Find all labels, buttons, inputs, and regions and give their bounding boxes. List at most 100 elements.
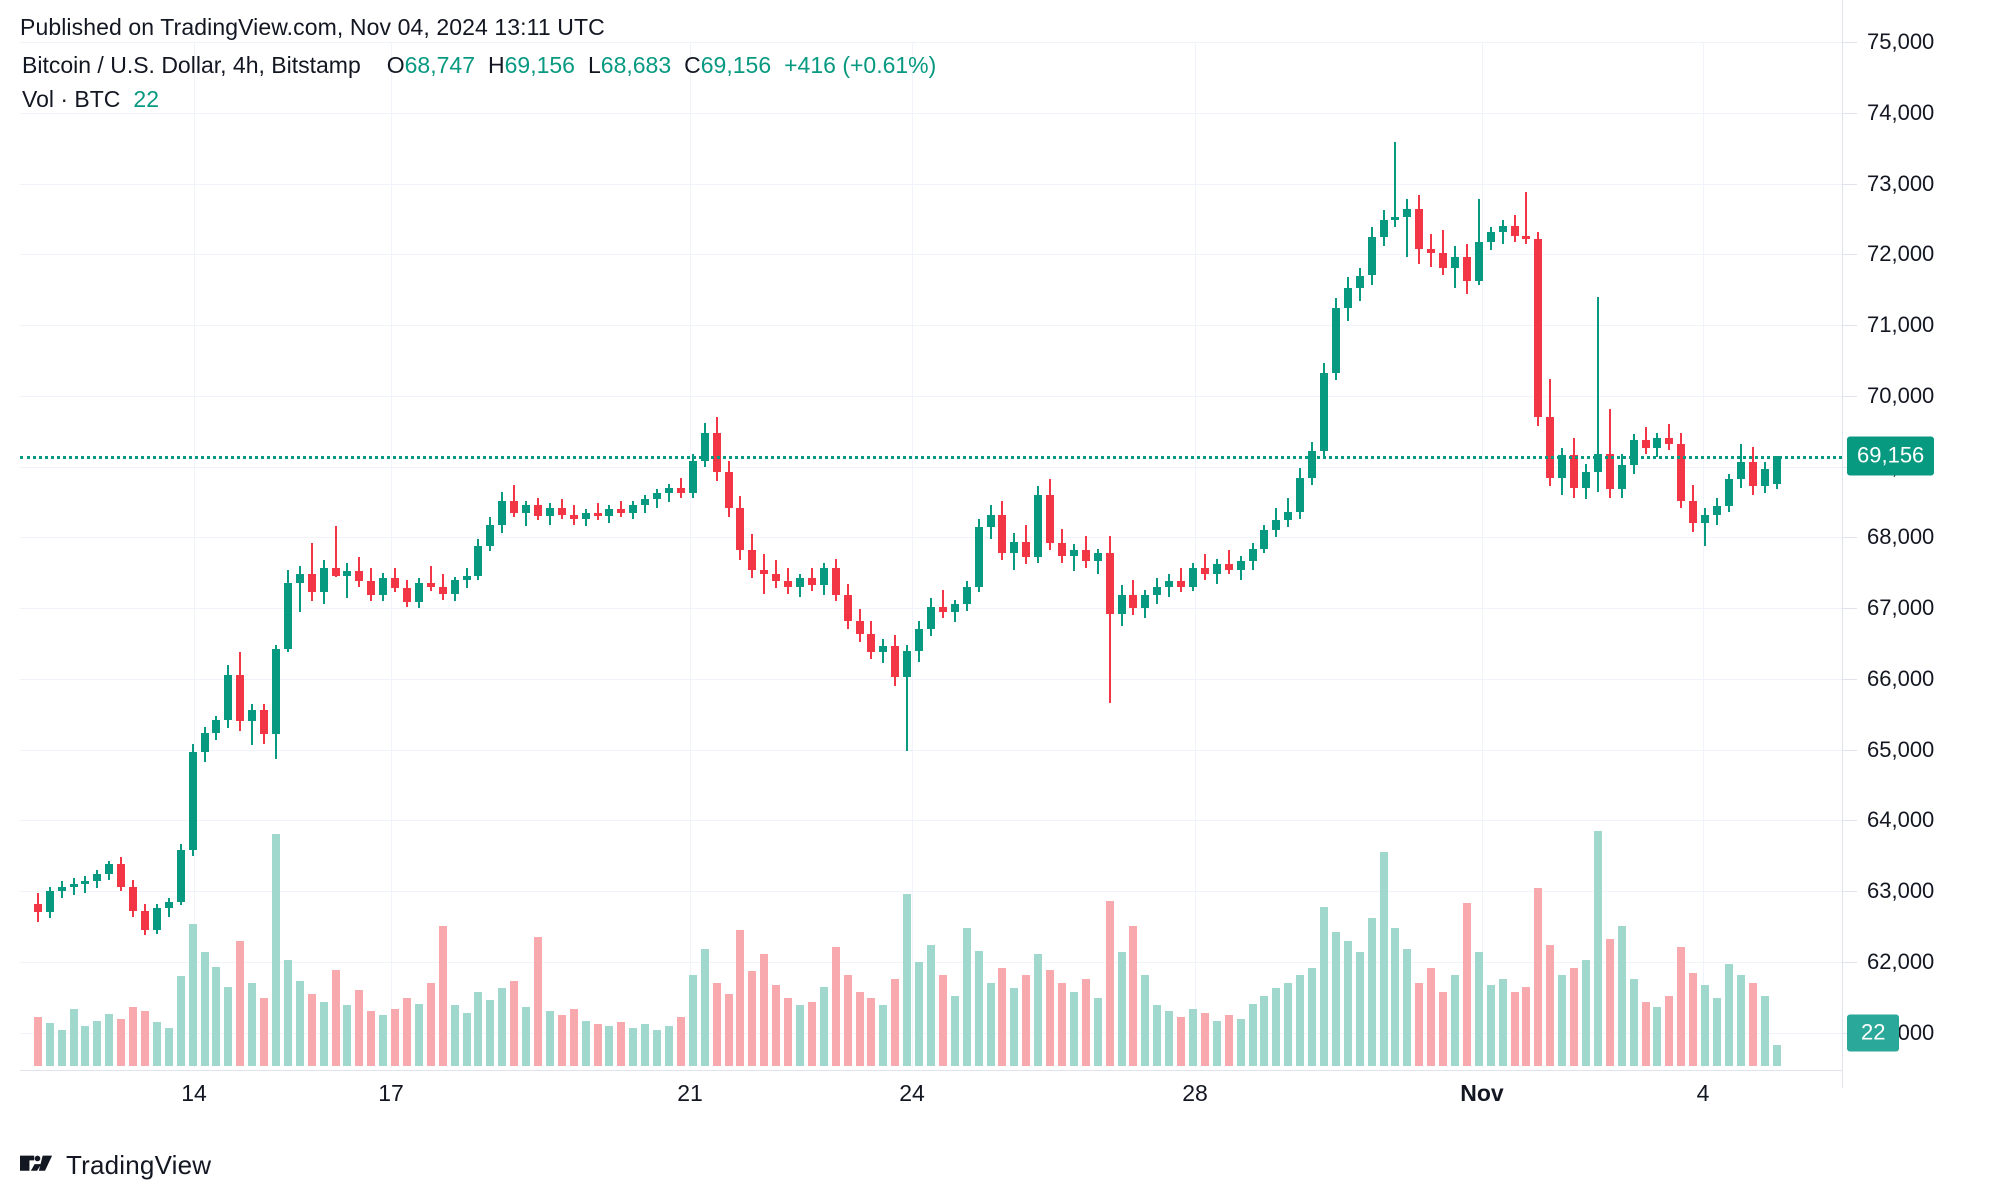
candle-body xyxy=(1380,220,1388,238)
candle-body xyxy=(1308,450,1316,478)
volume-bar xyxy=(332,969,340,1066)
candlestick-series[interactable] xyxy=(20,42,1842,1068)
volume-series[interactable] xyxy=(20,802,1842,1108)
volume-bar xyxy=(1749,982,1757,1066)
volume-bar xyxy=(129,1007,137,1066)
candle-body xyxy=(153,908,161,930)
volume-bar xyxy=(987,982,995,1066)
volume-bar xyxy=(165,1028,173,1066)
current-price-badge[interactable]: 69,156 xyxy=(1847,436,1935,475)
candle-body xyxy=(939,606,947,613)
volume-bar xyxy=(1415,982,1423,1066)
candle-body xyxy=(58,886,66,892)
gridline-horizontal xyxy=(20,42,1842,43)
volume-bar xyxy=(939,975,947,1066)
candle-body xyxy=(998,514,1006,553)
candle-body xyxy=(1106,552,1114,614)
candle-body xyxy=(534,504,542,517)
candle-body xyxy=(1189,568,1197,587)
candle-body xyxy=(653,493,661,500)
candle-body xyxy=(1630,439,1638,466)
candle-body xyxy=(1594,453,1602,473)
price-tick-dash xyxy=(1843,749,1857,751)
volume-bar xyxy=(1439,992,1447,1066)
candle-wick xyxy=(1502,220,1504,245)
gridline-vertical xyxy=(1482,42,1483,1068)
time-tick-label: 28 xyxy=(1182,1080,1208,1106)
candle-body xyxy=(1511,225,1519,236)
candle-body xyxy=(1677,443,1685,501)
price-tick-label: 73,000 xyxy=(1867,170,1935,196)
candle-body xyxy=(891,646,899,678)
volume-bar xyxy=(522,1007,530,1066)
volume-bar xyxy=(998,967,1006,1066)
price-line xyxy=(20,455,1842,459)
candle-body xyxy=(1046,494,1054,543)
candle-body xyxy=(1201,568,1209,575)
gridline-horizontal xyxy=(20,537,1842,539)
current-volume-badge[interactable]: 22 xyxy=(1847,1014,1900,1052)
volume-bar xyxy=(725,994,733,1066)
volume-bar xyxy=(224,986,232,1066)
chart-area[interactable] xyxy=(20,42,1842,1068)
candle-wick xyxy=(1406,199,1408,258)
candle-body xyxy=(486,524,494,546)
volume-bar xyxy=(1701,984,1709,1066)
volume-bar xyxy=(1118,952,1126,1066)
volume-bar xyxy=(474,992,482,1066)
candle-body xyxy=(1082,550,1090,562)
candle-wick xyxy=(680,477,682,498)
volume-bar xyxy=(105,1013,113,1066)
price-tick-dash xyxy=(1843,42,1857,43)
volume-bar xyxy=(832,946,840,1066)
price-axis[interactable]: 75,00074,00073,00072,00071,00070,00069,0… xyxy=(1843,0,1996,1080)
candle-body xyxy=(713,432,721,473)
gridline-vertical xyxy=(194,42,195,1068)
candle-body xyxy=(1356,275,1364,289)
candle-body xyxy=(1534,238,1542,417)
candle-body xyxy=(760,569,768,575)
candle-body xyxy=(474,545,482,576)
volume-bar xyxy=(1249,1003,1257,1066)
candle-body xyxy=(248,709,256,722)
volume-bar xyxy=(343,1004,351,1066)
volume-bar xyxy=(1534,888,1542,1066)
candle-body xyxy=(1260,530,1268,549)
candle-wick xyxy=(1228,550,1230,575)
candle-body xyxy=(1070,550,1078,556)
volume-bar xyxy=(1153,1005,1161,1066)
candle-body xyxy=(736,507,744,551)
candle-body xyxy=(1725,479,1733,507)
gridline-horizontal xyxy=(20,820,1842,822)
volume-bar xyxy=(296,980,304,1066)
volume-bar xyxy=(760,954,768,1066)
candle-body xyxy=(748,550,756,570)
candle-body xyxy=(1094,552,1102,562)
volume-bar xyxy=(1582,960,1590,1066)
gridline-horizontal xyxy=(20,466,1842,468)
candle-body xyxy=(1332,308,1340,374)
candle-body xyxy=(201,732,209,753)
candle-body xyxy=(1213,564,1221,575)
candle-body xyxy=(1546,417,1554,478)
gridline-horizontal xyxy=(20,112,1842,114)
volume-bar xyxy=(1594,831,1602,1066)
volume-bar xyxy=(510,980,518,1066)
price-tick-label: 71,000 xyxy=(1867,312,1935,338)
candle-body xyxy=(1737,462,1745,480)
footer-brand[interactable]: TradingView xyxy=(20,1150,211,1181)
gridline-vertical xyxy=(690,42,691,1068)
candle-body xyxy=(951,603,959,613)
volume-bar xyxy=(1773,1045,1781,1066)
price-tick-label: 64,000 xyxy=(1867,807,1935,833)
candle-body xyxy=(975,527,983,587)
volume-bar xyxy=(141,1011,149,1066)
time-axis[interactable]: 14 17 21 24 28 Nov 4 xyxy=(0,1072,1842,1120)
volume-bar xyxy=(1606,939,1614,1066)
candle-wick xyxy=(1597,296,1599,492)
volume-bar xyxy=(1129,925,1137,1066)
volume-bar xyxy=(1070,992,1078,1066)
candle-body xyxy=(1701,514,1709,524)
candle-body xyxy=(439,586,447,594)
volume-bar xyxy=(1499,978,1507,1066)
